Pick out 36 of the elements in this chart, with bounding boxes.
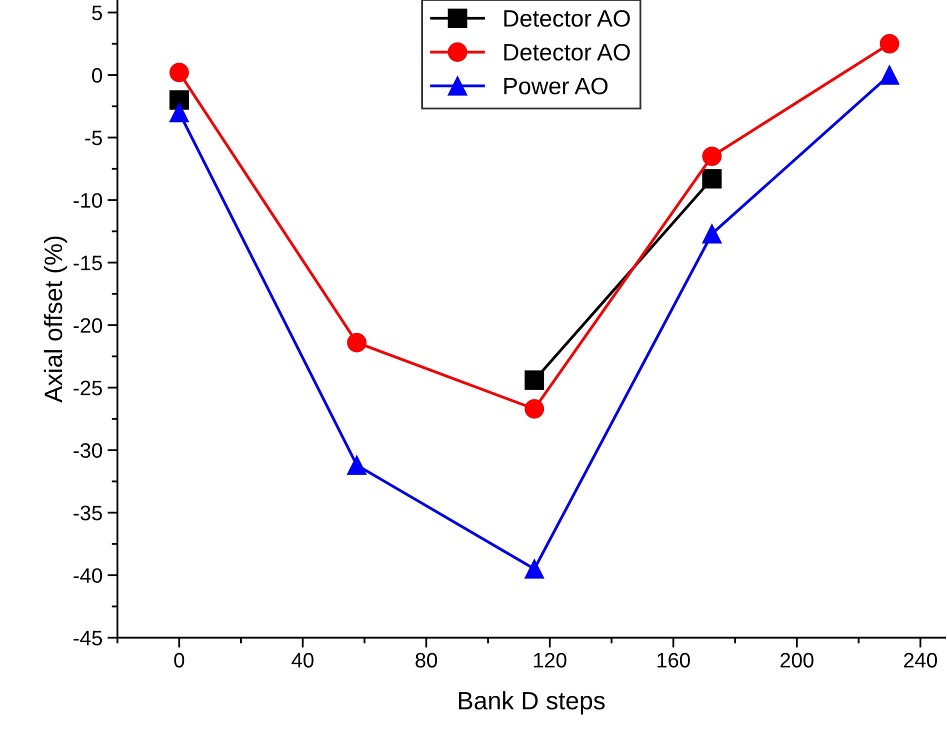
x-tick-label: 40 (292, 652, 314, 668)
point (880, 65, 900, 85)
y-tick-label: -35 (74, 506, 102, 520)
y-tick-label: -10 (74, 193, 102, 208)
point (702, 169, 722, 189)
y-tick-label: -25 (74, 380, 102, 396)
x-tick-label: 160 (658, 652, 690, 668)
legend-label: Detector AO (504, 44, 630, 61)
y-tick-label: -45 (74, 630, 102, 646)
x-axis-title: Bank D steps (458, 691, 605, 714)
point (169, 102, 189, 122)
x-tick-label: 200 (780, 652, 814, 668)
x-tick-label: 120 (534, 652, 566, 668)
legend-label: Power AO (504, 78, 608, 94)
point (524, 399, 544, 419)
point (524, 559, 544, 579)
point (169, 62, 189, 82)
x-tick-label: 0 (174, 652, 184, 668)
point (347, 332, 366, 352)
y-tick-label: 0 (92, 68, 102, 83)
x-tick-label: 240 (904, 652, 937, 668)
point (169, 90, 189, 110)
y-tick-label: -30 (74, 443, 102, 458)
y-tick-label: -5 (85, 130, 102, 146)
y-tick-label: -20 (74, 318, 102, 333)
y-tick-label: 5 (92, 6, 102, 20)
y-axis-title: Axial offset (%) (44, 236, 68, 403)
point (524, 370, 544, 390)
point (347, 455, 366, 475)
point (880, 34, 900, 54)
x-tick-label: 80 (416, 652, 438, 668)
point (702, 224, 722, 244)
y-tick-label: -15 (74, 256, 102, 270)
legend-label: Detector AO (504, 10, 630, 27)
point (702, 146, 722, 166)
y-tick-label: -40 (74, 568, 102, 583)
